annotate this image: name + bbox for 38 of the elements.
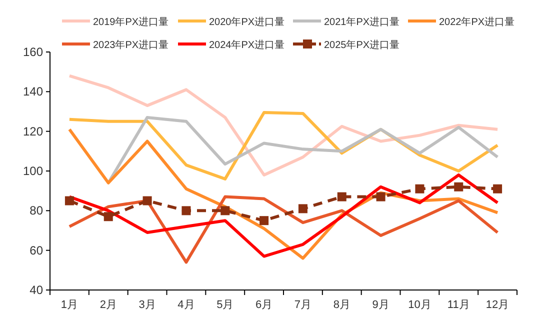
y-tick-label: 40: [30, 283, 44, 297]
x-tick-label: 8月: [333, 299, 350, 311]
x-tick-label: 6月: [255, 299, 273, 311]
point: [64, 196, 74, 206]
y-tick-label: 160: [22, 45, 44, 59]
point: [260, 216, 269, 226]
point: [182, 206, 191, 216]
point: [220, 206, 230, 216]
point: [104, 212, 113, 222]
x-tick-label: 11月: [447, 299, 470, 311]
point: [142, 196, 152, 206]
legend-label: 2023年PX进口量: [93, 39, 169, 51]
y-tick-label: 120: [22, 124, 44, 138]
y-tick-label: 140: [22, 84, 44, 99]
y-tick-label: 60: [30, 243, 44, 258]
x-tick-label: 1月: [60, 299, 78, 311]
point: [337, 192, 346, 202]
x-tick-label: 12月: [486, 299, 510, 311]
x-tick-label: 5月: [216, 299, 234, 311]
x-tick-label: 7月: [294, 299, 312, 311]
point: [493, 184, 502, 194]
y-tick-label: 100: [22, 164, 44, 178]
legend-label: 2022年PX进口量: [439, 16, 515, 28]
x-tick-label: 3月: [138, 299, 156, 311]
x-tick-label: 4月: [178, 299, 195, 311]
point: [376, 192, 386, 202]
point: [415, 184, 424, 194]
point: [454, 182, 464, 192]
x-tick-label: 2月: [100, 299, 117, 311]
legend-label: 2025年PX进口量: [324, 39, 400, 51]
point: [298, 204, 308, 214]
legend-label: 2020年PX进口量: [209, 16, 285, 28]
legend-label: 2024年PX进口量: [209, 39, 285, 51]
x-tick-label: 10月: [408, 299, 432, 311]
legend-label: 2021年PX进口量: [324, 16, 400, 28]
x-tick-label: 9月: [372, 299, 390, 311]
legend-label: 2019年PX进口量: [93, 16, 169, 28]
y-tick-label: 80: [30, 204, 44, 218]
